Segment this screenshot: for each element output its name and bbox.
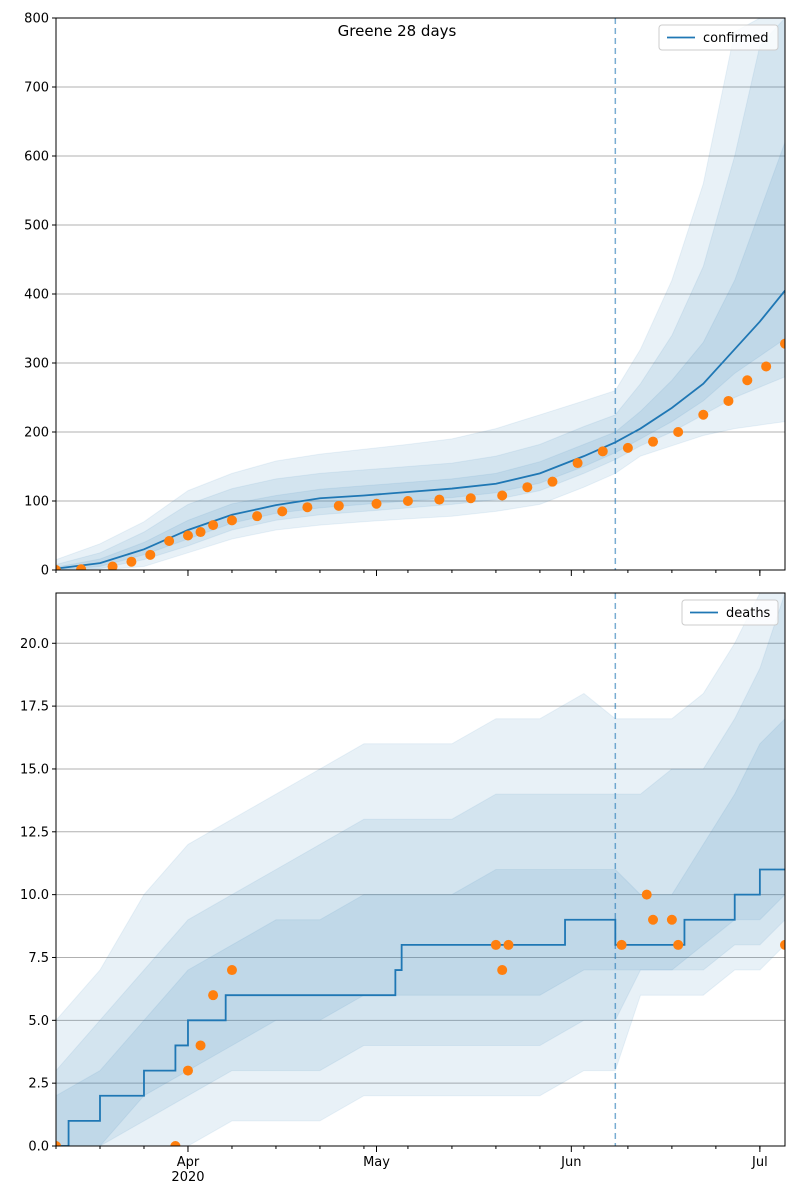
- observed-point: [182, 1065, 193, 1076]
- y-tick-label: 600: [24, 150, 49, 165]
- y-tick-label: 500: [24, 219, 49, 234]
- observed-point: [503, 939, 514, 950]
- observed-point: [170, 1141, 181, 1146]
- y-tick-label: 0.0: [28, 1140, 49, 1155]
- observed-point: [107, 561, 118, 570]
- observed-point: [277, 506, 288, 517]
- observed-point: [490, 939, 501, 950]
- observed-point: [56, 1141, 61, 1146]
- chart-panel-1: 0 100 200 300 400 500 600 700 800 Greene 28 days c…: [24, 12, 786, 579]
- uncertainty-band-outer: [56, 593, 785, 1146]
- observed-point: [673, 427, 684, 437]
- y-tick-label: 100: [24, 495, 49, 510]
- observed-point: [723, 395, 734, 406]
- uncertainty-band-inner: [56, 717, 785, 1146]
- observed-point: [402, 496, 413, 506]
- y-tick-label: 5.0: [28, 1014, 49, 1029]
- observed-point: [780, 939, 785, 950]
- observed-point: [698, 409, 709, 420]
- observed-point: [333, 500, 344, 511]
- y-tick-label: 200: [24, 426, 49, 441]
- observed-point: [465, 493, 476, 504]
- observed-point: [126, 556, 137, 567]
- observed-point: [195, 1040, 206, 1051]
- plot-area: [56, 593, 785, 1146]
- observed-point: [182, 530, 193, 541]
- y-tick-label: 700: [24, 81, 49, 96]
- observed-point: [56, 565, 61, 570]
- y-tick-label: 800: [24, 12, 49, 27]
- observed-point: [522, 482, 533, 493]
- uncertainty-band-middle: [56, 18, 785, 570]
- plot-area: [56, 18, 785, 570]
- observed-point: [622, 442, 633, 453]
- uncertainty-band-middle: [56, 593, 785, 1146]
- observed-point: [226, 965, 237, 976]
- observed-point: [252, 511, 263, 522]
- observed-point: [195, 527, 206, 538]
- y-tick-label: 10.0: [20, 888, 49, 903]
- observed-point: [226, 515, 237, 526]
- y-tick-label: 17.5: [20, 700, 49, 715]
- observed-point: [641, 889, 652, 900]
- legend-label: deaths: [726, 606, 771, 621]
- observed-point: [434, 494, 445, 505]
- legend-box: [658, 24, 779, 51]
- observed-point: [673, 939, 684, 950]
- observed-point: [761, 361, 772, 372]
- observed-point: [666, 914, 677, 925]
- observed-point: [648, 436, 659, 447]
- observed-point: [597, 446, 608, 457]
- y-tick-label: 400: [24, 288, 49, 303]
- observed-point: [208, 520, 219, 531]
- observed-point: [164, 536, 175, 547]
- y-tick-label: 15.0: [20, 762, 49, 777]
- observed-point: [572, 458, 583, 469]
- x-tick-label: Jul: [751, 1155, 768, 1170]
- observed-point: [547, 476, 558, 487]
- observed-point: [742, 375, 753, 386]
- uncertainty-band-outer: [56, 18, 785, 570]
- y-tick-label: 2.5: [28, 1077, 49, 1092]
- x-tick-label: Apr: [177, 1155, 200, 1170]
- y-tick-label: 0: [41, 564, 49, 579]
- x-tick-label: Jun: [560, 1155, 581, 1170]
- legend-label: confirmed: [703, 31, 769, 46]
- observed-point: [76, 564, 87, 570]
- axes-frame: [55, 592, 786, 1147]
- observed-point: [497, 490, 508, 501]
- observed-point: [302, 502, 313, 513]
- chart-title: Greene 28 days: [338, 22, 457, 40]
- y-tick-label: 12.5: [20, 825, 49, 840]
- y-tick-label: 300: [24, 357, 49, 372]
- x-tick-label: May: [363, 1155, 390, 1170]
- observed-point: [371, 498, 382, 509]
- observed-point: [497, 965, 508, 976]
- y-tick-label: 20.0: [20, 637, 49, 652]
- x-tick-label: 2020: [171, 1170, 204, 1185]
- y-tick-label: 7.5: [28, 951, 49, 966]
- legend-box: [681, 599, 779, 626]
- median-line-confirmed: [56, 289, 785, 570]
- observed-point: [780, 338, 785, 349]
- observed-point: [208, 990, 219, 1001]
- median-line-deaths: [56, 868, 785, 1146]
- observed-point: [616, 939, 627, 950]
- observed-point: [648, 914, 659, 925]
- observed-point: [145, 549, 156, 560]
